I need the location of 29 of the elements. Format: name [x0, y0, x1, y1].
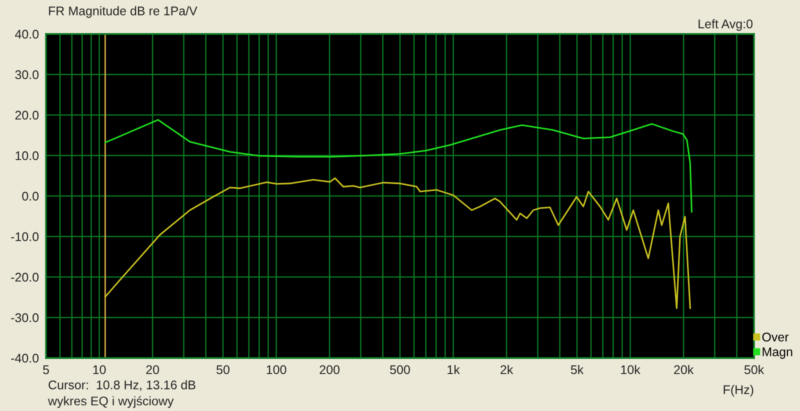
x-tick-label: 50 — [216, 365, 230, 374]
x-tick-label: 200 — [320, 365, 340, 374]
y-tick-label: -10.0 — [11, 232, 39, 242]
x-tick-label: 50k — [744, 364, 764, 374]
x-tick-label: 500 — [390, 365, 410, 374]
y-tick-label: 20.0 — [15, 110, 39, 120]
text: Cursor: 10.8 Hz, 13.16 dB — [48, 380, 196, 391]
x-tick-label: 5 — [43, 365, 49, 374]
legend-label: Over — [762, 332, 789, 342]
chart-title: FR Magnitude dB re 1Pa/V — [49, 6, 198, 18]
y-tick-label: 0.0 — [22, 192, 39, 201]
y-tick-label: -40.0 — [11, 354, 39, 363]
x-tick-label: 100 — [266, 365, 286, 374]
y-tick-label: 40.0 — [15, 30, 39, 39]
x-tick-label: 20 — [146, 365, 160, 374]
x-tick-label: 1k — [448, 364, 460, 374]
text: wykres EQ i wyjściowy — [48, 396, 174, 408]
x-tick-label: 5k — [570, 364, 584, 374]
y-tick-label: -20.0 — [11, 272, 39, 282]
x-axis-title: F(Hz) — [724, 384, 754, 397]
y-tick-label: 10.0 — [16, 151, 39, 160]
x-tick-label: 10k — [621, 364, 640, 374]
x-tick-label: 2k — [500, 364, 514, 374]
legend-label: Magn — [762, 348, 792, 359]
x-tick-label: 20k — [674, 364, 694, 374]
x-tick-label: 10 — [93, 365, 106, 374]
y-tick-label: -30.0 — [11, 313, 39, 322]
chart-subtitle: Left Avg:0 — [698, 19, 753, 31]
y-tick-label: 30.0 — [15, 70, 39, 80]
